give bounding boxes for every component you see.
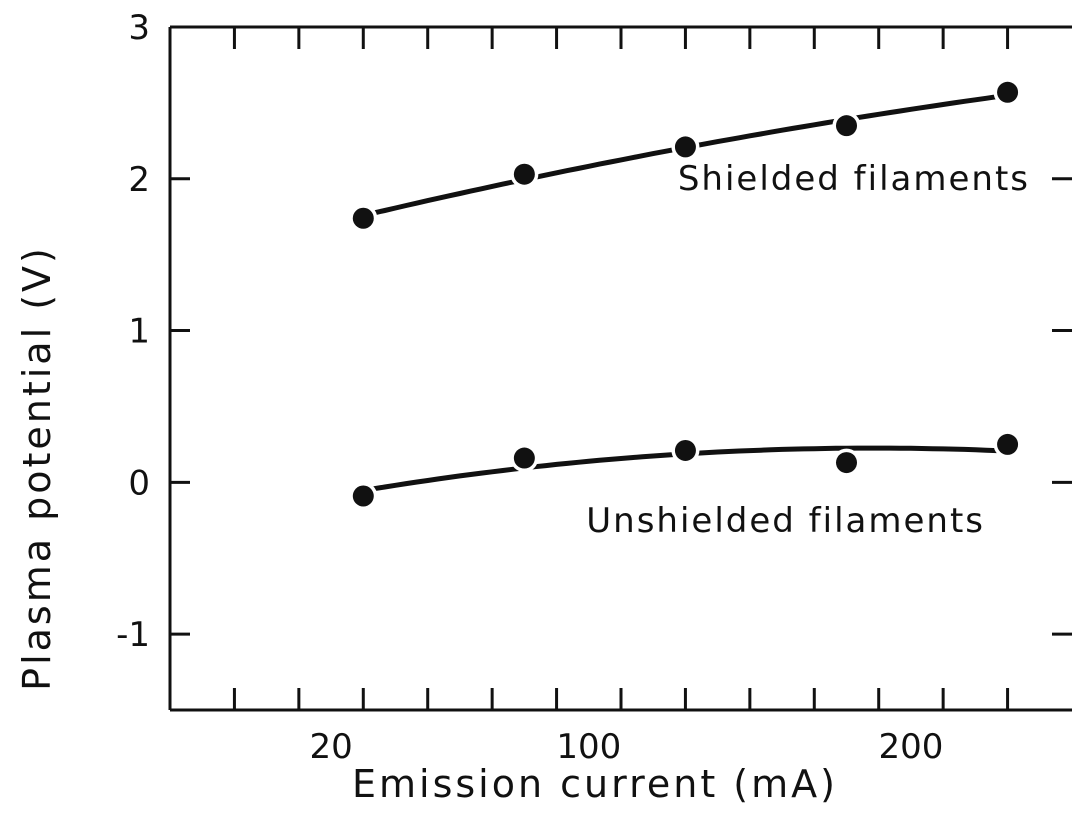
shielded-filaments-label: Shielded filaments	[678, 159, 1030, 199]
data-point-series-2	[836, 452, 857, 474]
unshielded-filaments-label: Unshielded filaments	[586, 501, 985, 541]
data-point-series-1	[674, 136, 696, 158]
y-tick-label: 3	[128, 8, 150, 48]
data-point-series-2	[352, 485, 374, 507]
tick-labels: 20 100 200 3 2 1 0 -1	[116, 8, 943, 767]
data-points	[349, 78, 1022, 510]
y-axis-title: Plasma potential (V)	[15, 245, 59, 691]
y-tick-label: 1	[128, 312, 150, 352]
plot-frame	[168, 25, 1072, 712]
y-tick-label: -1	[116, 615, 150, 655]
data-point-series-1	[836, 115, 857, 137]
data-point-series-1	[352, 207, 374, 229]
y-tick-label: 2	[128, 160, 150, 200]
x-tick-label: 200	[878, 727, 943, 767]
data-point-series-2	[997, 433, 1019, 455]
x-tick-label: 100	[556, 727, 621, 767]
data-point-series-1	[997, 81, 1019, 103]
x-axis-title: Emission current (mA)	[352, 762, 838, 806]
data-point-series-2	[513, 447, 535, 469]
y-tick-label: 0	[128, 463, 150, 503]
x-tick-label: 20	[309, 727, 352, 767]
axis-ticks	[170, 25, 1072, 710]
data-point-series-2	[674, 439, 696, 461]
data-point-series-1	[513, 163, 535, 185]
